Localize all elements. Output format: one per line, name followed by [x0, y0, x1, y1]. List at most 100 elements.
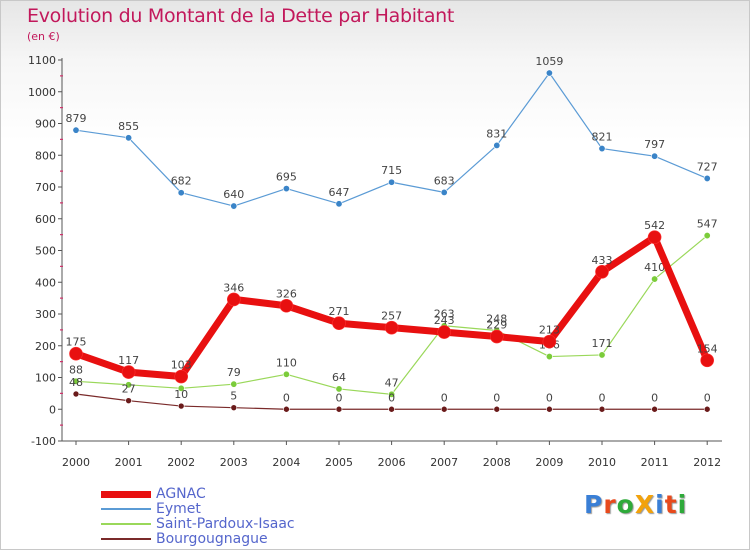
data-point-bourgougnague — [283, 405, 290, 413]
data-label-bourgougnague: 10 — [174, 388, 188, 401]
data-point-agnac — [437, 325, 452, 339]
logo-letter: X — [634, 490, 656, 519]
logo-letter: t — [664, 490, 678, 519]
data-label-bourgougnague: 0 — [704, 391, 711, 404]
data-label-eymet: 682 — [171, 175, 192, 188]
x-tick-label: 2011 — [641, 456, 669, 469]
y-tick-label: 600 — [35, 213, 56, 226]
data-label-saint-pardoux-isaac: 263 — [434, 308, 455, 321]
x-tick-label: 2006 — [378, 456, 406, 469]
data-point-bourgougnague — [598, 405, 606, 413]
y-tick-label: 1000 — [28, 86, 56, 99]
data-point-eymet — [72, 126, 80, 134]
data-label-saint-pardoux-isaac: 47 — [385, 376, 399, 389]
data-label-bourgougnague: 0 — [283, 391, 290, 404]
legend-swatch — [101, 523, 151, 525]
logo-letter: r — [603, 490, 617, 519]
data-point-bourgougnague — [230, 404, 238, 411]
y-tick-label: 0 — [49, 403, 56, 416]
y-tick-label: 100 — [35, 372, 56, 385]
data-label-agnac: 213 — [539, 324, 560, 337]
y-tick-label: 800 — [35, 149, 56, 162]
data-point-bourgougnague — [388, 405, 395, 413]
data-point-saint-pardoux-isaac — [388, 390, 396, 398]
data-label-bourgougnague: 0 — [651, 391, 658, 404]
legend-label: Bourgougnague — [156, 531, 268, 547]
data-label-saint-pardoux-isaac: 64 — [332, 371, 346, 384]
proxiti-logo: ProXiti — [584, 490, 687, 519]
data-point-agnac — [489, 329, 504, 344]
data-point-eymet — [125, 134, 133, 142]
data-point-saint-pardoux-isaac — [598, 351, 606, 359]
logo-letter: o — [616, 490, 635, 519]
data-point-bourgougnague — [493, 405, 501, 413]
data-point-eymet — [703, 174, 711, 182]
data-label-bourgougnague: 27 — [122, 383, 136, 396]
data-label-bourgougnague: 0 — [546, 391, 553, 404]
legend-swatch — [101, 490, 151, 498]
data-point-saint-pardoux-isaac — [230, 380, 238, 388]
data-label-agnac: 346 — [223, 281, 244, 294]
data-label-agnac: 117 — [118, 354, 139, 367]
x-tick-label: 2005 — [325, 456, 353, 469]
data-label-eymet: 640 — [223, 188, 244, 201]
data-point-agnac — [174, 369, 188, 384]
data-point-eymet — [177, 189, 185, 197]
data-point-bourgougnague — [440, 405, 448, 413]
data-point-eymet — [335, 200, 343, 208]
y-tick-label: 500 — [35, 245, 56, 258]
data-point-saint-pardoux-isaac — [651, 275, 659, 283]
data-label-bourgougnague: 48 — [69, 376, 83, 389]
x-tick-label: 2004 — [272, 456, 300, 469]
y-tick-label: 200 — [35, 340, 56, 353]
data-label-saint-pardoux-isaac: 547 — [697, 218, 718, 231]
data-label-agnac: 433 — [592, 254, 613, 267]
data-point-eymet — [230, 202, 238, 210]
data-point-agnac — [332, 316, 346, 331]
chart-subtitle: (en €) — [27, 30, 60, 43]
data-label-bourgougnague: 0 — [441, 391, 448, 404]
data-label-agnac: 229 — [486, 319, 507, 332]
data-point-saint-pardoux-isaac — [335, 385, 343, 393]
x-tick-label: 2001 — [115, 456, 143, 469]
x-tick-label: 2008 — [483, 456, 511, 469]
y-tick-label: 300 — [35, 308, 56, 321]
data-label-agnac: 154 — [697, 342, 718, 355]
legend-label: Saint-Pardoux-Isaac — [156, 516, 295, 532]
data-point-eymet — [440, 188, 448, 196]
data-label-saint-pardoux-isaac: 110 — [276, 356, 297, 369]
data-label-eymet: 647 — [329, 186, 350, 199]
data-point-eymet — [545, 69, 553, 77]
data-label-saint-pardoux-isaac: 79 — [227, 366, 241, 379]
data-point-agnac — [595, 264, 609, 279]
data-point-saint-pardoux-isaac — [72, 377, 80, 385]
data-label-agnac: 103 — [171, 359, 192, 372]
legend-label: Eymet — [156, 501, 201, 517]
logo-letter: P — [584, 490, 604, 519]
data-label-agnac: 175 — [66, 336, 87, 349]
data-point-agnac — [69, 346, 83, 361]
data-point-eymet — [651, 152, 659, 160]
data-point-eymet — [493, 141, 501, 149]
data-point-bourgougnague — [177, 402, 185, 410]
y-tick-label: 400 — [35, 276, 56, 289]
x-tick-label: 2003 — [220, 456, 248, 469]
data-label-bourgougnague: 5 — [230, 390, 237, 403]
x-tick-label: 2009 — [535, 456, 563, 469]
data-point-agnac — [542, 334, 557, 349]
data-label-eymet: 1059 — [535, 55, 563, 68]
data-label-saint-pardoux-isaac: 88 — [69, 363, 83, 376]
data-label-saint-pardoux-isaac: 248 — [486, 313, 507, 326]
data-label-saint-pardoux-isaac: 171 — [592, 337, 613, 350]
chart-title: Evolution du Montant de la Dette par Hab… — [27, 5, 455, 27]
y-tick-label: -100 — [31, 435, 56, 448]
data-point-agnac — [121, 365, 136, 379]
data-label-agnac: 243 — [434, 314, 455, 327]
data-point-saint-pardoux-isaac — [177, 384, 185, 392]
data-point-agnac — [700, 353, 715, 368]
data-point-agnac — [384, 320, 399, 335]
data-label-eymet: 831 — [486, 127, 507, 140]
data-point-saint-pardoux-isaac — [545, 353, 553, 361]
x-tick-label: 2010 — [588, 456, 616, 469]
